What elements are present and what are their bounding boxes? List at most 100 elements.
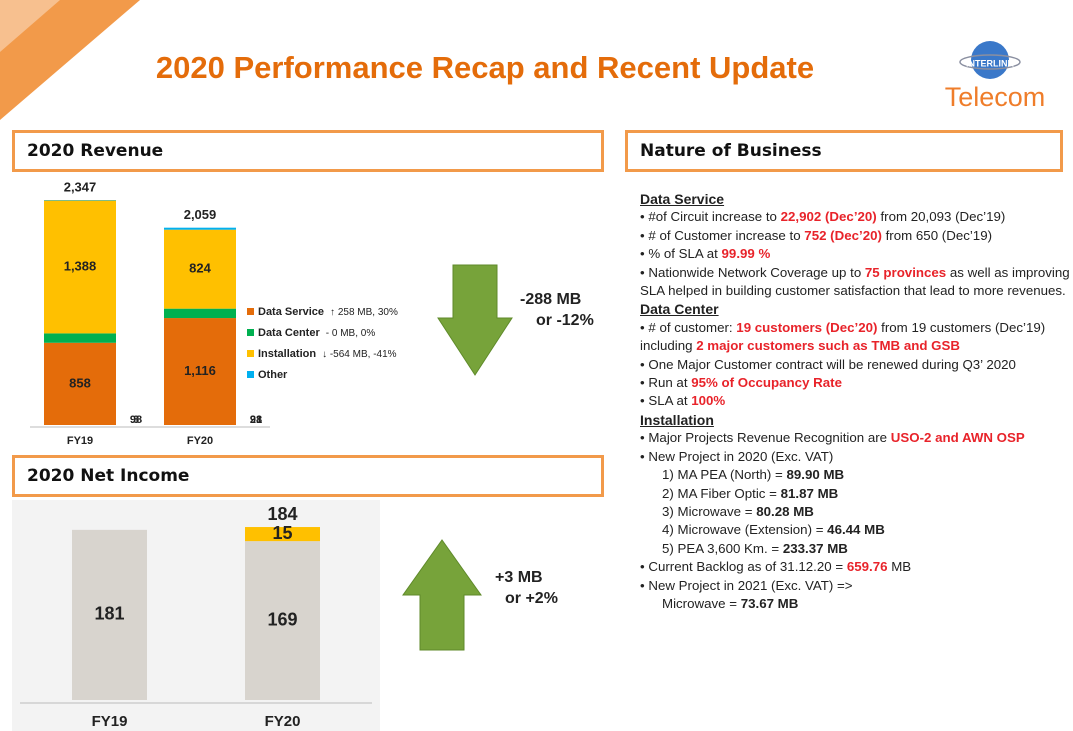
sub-item: 2) MA Fiber Optic = 81.87 MB bbox=[640, 485, 1072, 503]
text-run: 4) Microwave (Extension) = bbox=[662, 522, 828, 538]
bullet-item: • #of Circuit increase to 22,902 (Dec’20… bbox=[640, 208, 1072, 226]
bullet-item: • New Project in 2021 (Exc. VAT) => bbox=[640, 577, 1072, 595]
data-label: 98 bbox=[130, 414, 142, 426]
legend-swatch bbox=[247, 308, 254, 315]
text-run: 19 customers (Dec’20) bbox=[736, 319, 878, 335]
bar-segment bbox=[164, 227, 236, 230]
annotation: or -12% bbox=[536, 312, 594, 329]
text-run: USO-2 and AWN OSP bbox=[890, 430, 1025, 446]
annotation: or +2% bbox=[505, 590, 558, 607]
legend-entry: Data Center - 0 MB, 0% bbox=[258, 327, 375, 339]
data-label: 1,388 bbox=[64, 258, 97, 273]
text-run: 1) MA PEA (North) = bbox=[662, 467, 787, 483]
corner-decoration bbox=[0, 0, 60, 52]
text-run: from 20,093 (Dec’19) bbox=[876, 209, 1006, 225]
annotation: -288 MB bbox=[520, 291, 581, 308]
text-run: 233.37 MB bbox=[782, 540, 848, 556]
bullet-item: • Nationwide Network Coverage up to 75 p… bbox=[640, 264, 1072, 301]
text-run: 659.76 bbox=[846, 559, 888, 575]
text-run: 5) PEA 3,600 Km. = bbox=[662, 540, 783, 556]
bullet-item: • # of customer: 19 customers (Dec’20) f… bbox=[640, 319, 1072, 356]
legend-note: - 0 MB, 0% bbox=[326, 328, 376, 339]
text-run: from 19 customers (Dec’19) including bbox=[640, 319, 1046, 354]
legend-swatch bbox=[247, 371, 254, 378]
text-run: • New Project in 2021 (Exc. VAT) => bbox=[640, 577, 853, 593]
text-run: 99.99 % bbox=[721, 246, 771, 262]
total-label: 184 bbox=[267, 504, 297, 524]
data-label: 21 bbox=[250, 414, 262, 426]
title: 2020 Performance Recap and Recent Update bbox=[156, 50, 814, 85]
total-label: 2,347 bbox=[64, 180, 97, 195]
text-run: 89.90 MB bbox=[786, 467, 845, 483]
text-run: • Nationwide Network Coverage up to bbox=[640, 264, 865, 280]
up-arrow bbox=[402, 539, 482, 651]
bar-segment bbox=[44, 200, 116, 334]
data-label: 1,116 bbox=[184, 363, 216, 378]
logo-ring bbox=[959, 54, 1021, 70]
text-run: as well as improving SLA helped in build… bbox=[640, 264, 1070, 299]
text-run: 95% of Occupancy Rate bbox=[691, 375, 842, 391]
bar-segment bbox=[245, 527, 320, 542]
section-heading: Data Service bbox=[640, 191, 725, 207]
legend-entry: Other bbox=[258, 369, 288, 381]
text-run: • # of Customer increase to bbox=[640, 227, 805, 243]
bar-segment bbox=[245, 541, 320, 700]
bar-segment bbox=[72, 529, 147, 700]
text-run: • SLA at bbox=[640, 393, 692, 409]
data-label: 858 bbox=[69, 375, 91, 390]
bullet-item: • Current Backlog as of 31.12.20 = 659.7… bbox=[640, 558, 1072, 576]
text-run: • One Major Customer contract will be re… bbox=[640, 356, 1016, 372]
legend-note: ↓ -564 MB, -41% bbox=[322, 349, 397, 360]
bar-segment bbox=[164, 308, 236, 319]
text-run: 3) Microwave = bbox=[662, 503, 757, 519]
sub-item: Microwave = 73.67 MB bbox=[640, 595, 1072, 613]
text-run: • Run at bbox=[640, 375, 692, 391]
data-label: 169 bbox=[267, 609, 297, 629]
data-label: 98 bbox=[250, 414, 262, 426]
sub-item: 4) Microwave (Extension) = 46.44 MB bbox=[640, 521, 1072, 539]
legend-swatch bbox=[247, 329, 254, 336]
text-run: 100% bbox=[691, 393, 726, 409]
bullet-item: • Major Projects Revenue Recognition are… bbox=[640, 429, 1072, 447]
revenue-header: 2020 Revenue bbox=[12, 130, 604, 172]
text-run: 2 major customers such as TMB and GSB bbox=[696, 338, 960, 354]
net-income-panel bbox=[12, 500, 380, 731]
bar-segment bbox=[44, 342, 116, 425]
legend-name: Installation bbox=[258, 348, 316, 360]
text-run: 46.44 MB bbox=[827, 522, 885, 538]
legend-note: ↑ 258 MB, 30% bbox=[330, 307, 398, 318]
legend-name: Data Center bbox=[258, 327, 320, 339]
text-run: 752 (Dec’20) bbox=[804, 227, 882, 243]
text-run: • Major Projects Revenue Recognition are bbox=[640, 430, 891, 446]
text-run: • #of Circuit increase to bbox=[640, 209, 781, 225]
text-run: • Current Backlog as of 31.12.20 = bbox=[640, 559, 847, 575]
bullet-item: • One Major Customer contract will be re… bbox=[640, 356, 1072, 374]
down-arrow bbox=[437, 264, 513, 376]
legend-name: Other bbox=[258, 369, 288, 381]
logo-top: INTERLINK bbox=[966, 58, 1014, 68]
text-run: 73.67 MB bbox=[740, 595, 799, 611]
text-run: from 650 (Dec’19) bbox=[881, 227, 993, 243]
sub-item: 3) Microwave = 80.28 MB bbox=[640, 503, 1072, 521]
bar-segment bbox=[164, 318, 236, 425]
data-label: 181 bbox=[94, 604, 124, 624]
x-tick-label: FY19 bbox=[67, 435, 93, 447]
bar-segment bbox=[164, 229, 236, 309]
text-run: 22,902 (Dec’20) bbox=[780, 209, 877, 225]
nature-header: Nature of Business bbox=[625, 130, 1063, 172]
text-run: Microwave = bbox=[662, 595, 741, 611]
x-tick-label: FY20 bbox=[187, 435, 213, 447]
text-run: 80.28 MB bbox=[756, 503, 814, 519]
total-label: 2,059 bbox=[184, 207, 217, 222]
text-run: MB bbox=[887, 559, 912, 575]
text-run: 81.87 MB bbox=[780, 485, 839, 501]
bar-segment bbox=[44, 333, 116, 343]
legend-name: Data Service bbox=[258, 306, 324, 318]
section-heading: Data Center bbox=[640, 301, 719, 318]
legend-swatch bbox=[247, 350, 254, 357]
sub-item: 1) MA PEA (North) = 89.90 MB bbox=[640, 466, 1072, 484]
corner-decoration bbox=[0, 0, 140, 120]
text-run: • # of customer: bbox=[640, 319, 737, 335]
text-run: 75 provinces bbox=[864, 264, 947, 280]
